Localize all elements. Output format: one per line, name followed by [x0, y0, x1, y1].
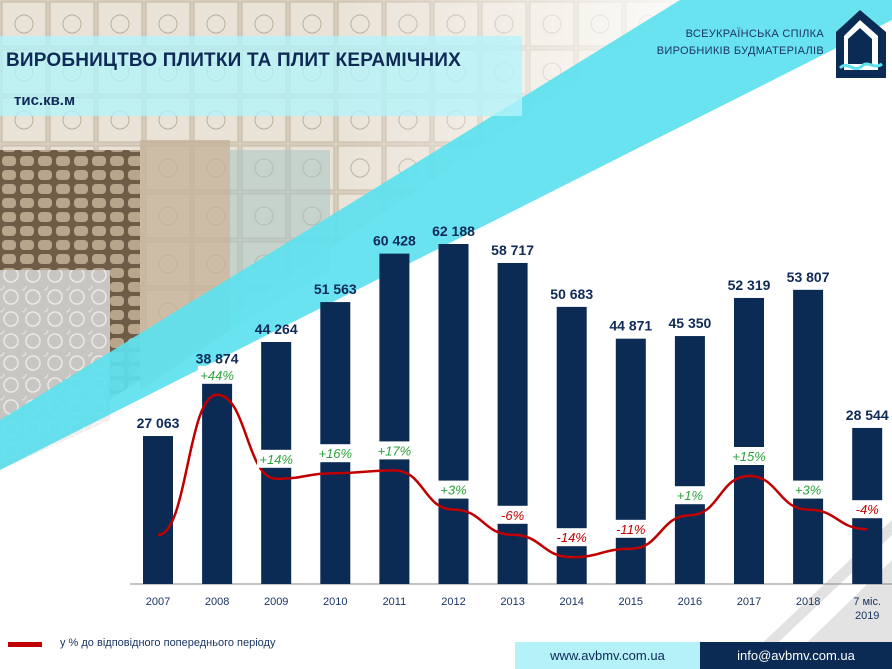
organization-name-line1: ВСЕУКРАЇНСЬКА СПІЛКА	[685, 28, 824, 40]
x-tick-label-12-0: 7 міс.	[853, 596, 881, 608]
bar-value-label-9: 45 350	[668, 315, 711, 331]
bar-8	[615, 338, 646, 584]
percent-label-11: +3%	[795, 483, 821, 498]
bar-10	[734, 297, 764, 584]
bar-value-label-2: 44 264	[255, 321, 298, 337]
bar-value-label-11: 53 807	[787, 269, 830, 285]
percent-label-7: -14%	[557, 530, 587, 545]
bar-value-label-12: 28 544	[846, 407, 889, 423]
percent-label-12: -4%	[856, 502, 879, 517]
bar-series	[143, 244, 883, 584]
bar-4	[379, 253, 410, 584]
x-tick-label-9: 2016	[678, 596, 702, 608]
percent-label-bg-3	[316, 444, 355, 463]
percent-label-bg-6	[497, 505, 528, 524]
x-tick-labels: 2007 2008 2009 2010 2011 2012 2013 2014 2015 2016…	[146, 596, 881, 622]
bar-3	[320, 302, 351, 584]
percent-label-4: +17%	[378, 443, 412, 458]
percent-label-9: +1%	[677, 488, 703, 503]
percent-label-bg-2	[257, 449, 296, 468]
x-tick-label-7: 2014	[559, 596, 583, 608]
percent-label-6: -6%	[501, 508, 524, 523]
bar-value-label-1: 38 874	[196, 350, 239, 366]
legend-line-swatch	[8, 642, 42, 647]
percent-label-bg-11	[792, 480, 824, 499]
percent-label-3: +16%	[318, 446, 352, 461]
bar-0	[143, 436, 173, 584]
x-tick-label-6: 2013	[500, 596, 524, 608]
x-tick-label-11: 2018	[796, 596, 820, 608]
bar-value-label-8: 44 871	[609, 318, 652, 334]
bar-5	[438, 244, 469, 584]
bar-value-label-5: 62 188	[432, 223, 475, 239]
bar-9	[674, 336, 705, 584]
x-tick-label-3: 2010	[323, 596, 347, 608]
bar-value-label-3: 51 563	[314, 281, 357, 297]
house-logo-icon	[836, 10, 886, 78]
percent-change-line	[157, 393, 868, 559]
bar-value-label-6: 58 717	[491, 242, 534, 258]
bar-value-label-4: 60 428	[373, 233, 416, 249]
percent-label-1: +44%	[200, 368, 234, 383]
units-label: тис.кв.м	[14, 92, 76, 109]
percent-label-bg-4	[375, 441, 414, 460]
percent-change-labels: +44% +14% +16% +17% +3% -6% -14% -11% +1% +15% +3%…	[197, 365, 883, 547]
email-link[interactable]: info@avbmv.com.ua	[700, 642, 892, 669]
percent-label-5: +3%	[440, 483, 466, 498]
x-tick-label-1: 2008	[205, 596, 229, 608]
bar-6	[497, 262, 528, 584]
percent-label-10: +15%	[732, 449, 766, 464]
percent-label-bg-5	[438, 480, 469, 499]
bar-11	[793, 289, 824, 584]
organization-name-line2: ВИРОБНИКІВ БУДМАТЕРІАЛІВ	[656, 45, 824, 57]
bar-1	[202, 371, 233, 584]
percent-label-bg-7	[552, 528, 591, 547]
x-tick-label-10: 2017	[737, 596, 761, 608]
page-title: ВИРОБНИЦТВО ПЛИТКИ ТА ПЛИТ КЕРАМІЧНИХ	[6, 50, 462, 71]
percent-label-bg-12	[851, 500, 883, 519]
percent-label-bg-1	[197, 365, 237, 384]
bar-value-labels: 27 063 38 874 44 264 51 563 60 428 62 188 58 7…	[137, 223, 889, 431]
bar-value-label-7: 50 683	[550, 286, 593, 302]
website-link[interactable]: www.avbmv.com.ua	[515, 642, 700, 669]
percent-label-bg-10	[729, 447, 769, 465]
x-tick-label-4: 2011	[383, 596, 407, 608]
percent-label-bg-8	[611, 519, 650, 538]
percent-label-8: -11%	[616, 522, 645, 537]
bar-value-label-0: 27 063	[137, 415, 180, 431]
x-tick-label-5: 2012	[441, 596, 465, 608]
x-tick-label-12-1: 2019	[855, 610, 879, 622]
legend-label: у % до відповідного попереднього періоду	[60, 637, 276, 649]
percent-label-2: +14%	[259, 452, 293, 467]
bar-value-label-10: 52 319	[728, 277, 771, 293]
title-banner	[0, 36, 522, 116]
x-tick-label-0: 2007	[146, 596, 170, 608]
percent-label-bg-9	[674, 486, 706, 505]
organization-name: ВСЕУКРАЇНСЬКА СПІЛКА ВИРОБНИКІВ БУДМАТЕР…	[640, 26, 824, 60]
x-tick-label-2: 2009	[264, 596, 288, 608]
x-tick-label-8: 2015	[619, 596, 643, 608]
